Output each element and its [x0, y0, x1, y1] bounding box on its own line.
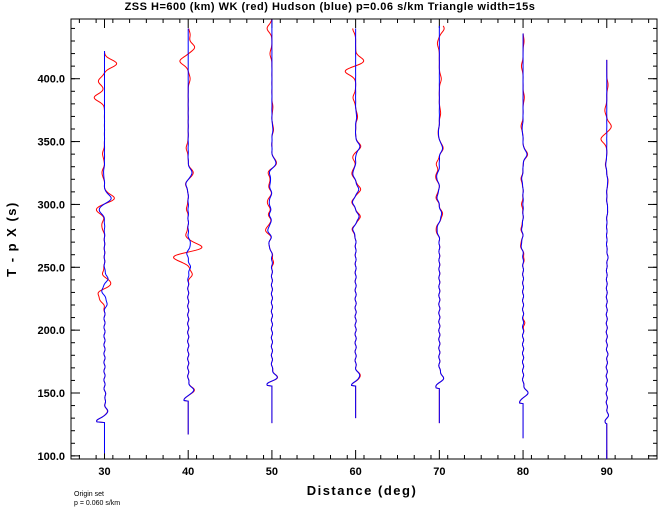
y-tick-label: 100.0: [37, 451, 65, 463]
x-tick-label: 50: [266, 466, 278, 478]
x-axis-label: Distance (deg): [307, 483, 418, 498]
trace-hudson-blue-50: [266, 19, 278, 424]
trace-hudson-blue-80: [519, 33, 529, 439]
trace-hudson-blue-60: [351, 28, 361, 419]
x-tick-label: 90: [601, 466, 613, 478]
footer-ray-parameter: p = 0.060 s/km: [74, 500, 120, 507]
y-tick-label: 250.0: [37, 262, 65, 274]
y-tick-label: 150.0: [37, 388, 65, 400]
y-axis: 100.0 150.0 200.0 250.0 300.0 350.0 400.0: [37, 27, 657, 463]
y-tick-label: 350.0: [37, 137, 65, 149]
footer-origin: Origin set: [74, 491, 104, 498]
trace-hudson-blue-30: [96, 51, 112, 454]
x-tick-label: 80: [517, 466, 529, 478]
trace-wk-red-70: [435, 25, 445, 424]
chart-title: ZSS H=600 (km) WK (red) Hudson (blue) p=…: [125, 1, 536, 13]
trace-hudson-blue-40: [183, 28, 195, 435]
y-tick-label: 400.0: [37, 74, 65, 86]
trace-group: [93, 19, 612, 459]
y-tick-label: 300.0: [37, 199, 65, 211]
trace-wk-red-80: [519, 33, 529, 439]
y-tick-label: 200.0: [37, 325, 65, 337]
x-tick-label: 40: [182, 466, 194, 478]
x-tick-label: 30: [98, 466, 110, 478]
trace-wk-red-60: [344, 28, 365, 419]
x-tick-label: 70: [433, 466, 445, 478]
x-axis: 30 40 50 60 70 80 90: [78, 19, 650, 478]
trace-hudson-blue-70: [435, 25, 445, 424]
trace-wk-red-90: [600, 59, 612, 459]
trace-hudson-blue-90: [604, 59, 609, 459]
x-tick-label: 60: [350, 466, 362, 478]
y-axis-label: T - p X (s): [4, 201, 19, 277]
plot-frame: [70, 18, 658, 460]
